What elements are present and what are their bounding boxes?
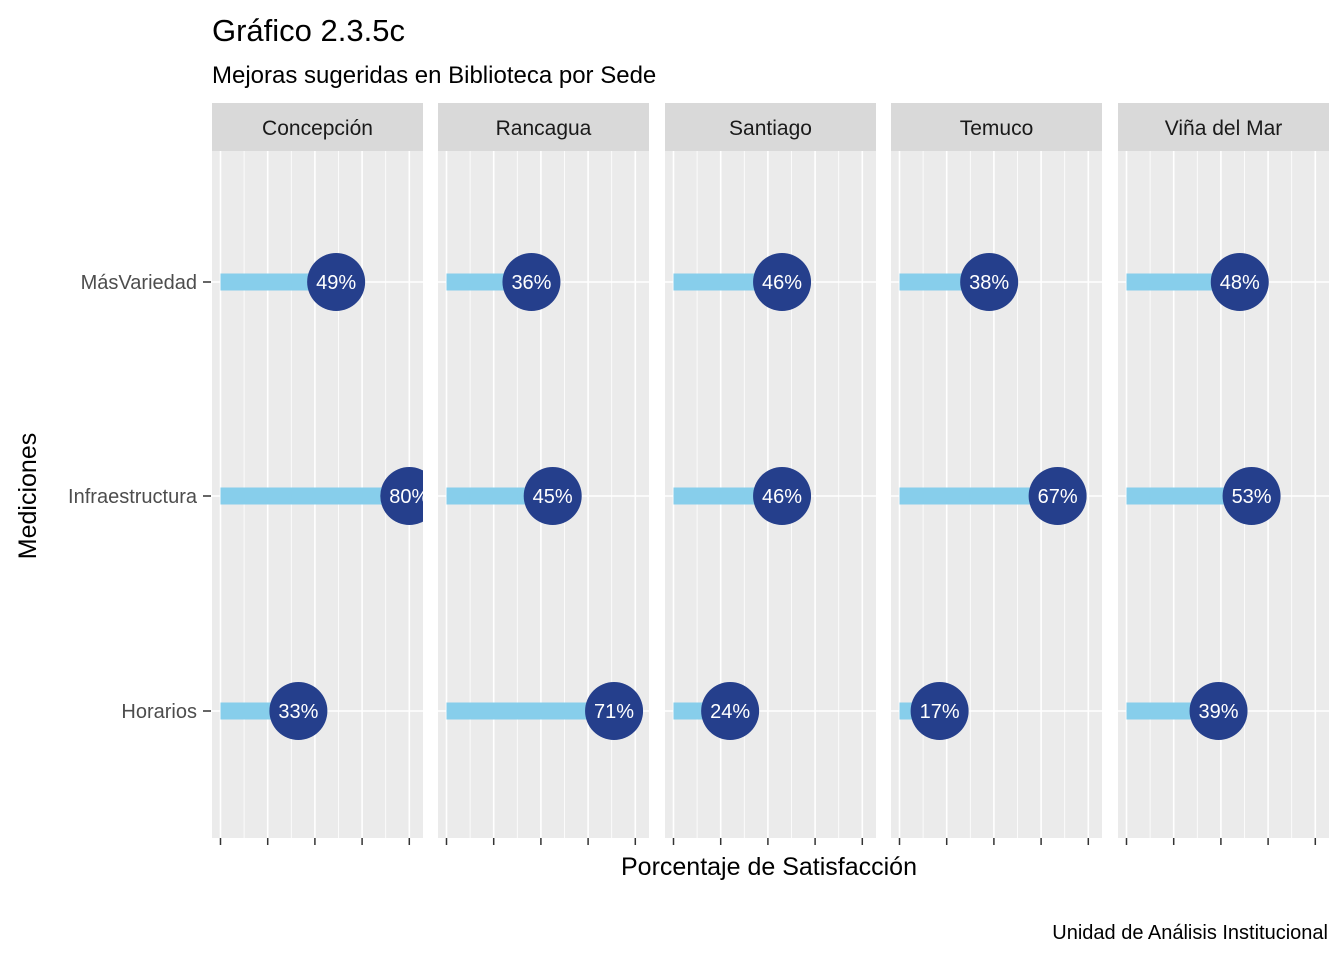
facet-strip	[891, 103, 1102, 151]
facet-strip-label: Concepción	[262, 117, 373, 140]
point	[1222, 467, 1281, 525]
facet-panel: Santiago 46% 46% 24%	[665, 103, 876, 845]
facet-strip-label: Santiago	[729, 117, 812, 140]
data-label: 53%	[1232, 486, 1272, 508]
point	[269, 682, 328, 740]
chart-caption: Unidad de Análisis Institucional	[1052, 922, 1328, 944]
data-label: 45%	[533, 486, 573, 508]
y-axis-tick-labels: MásVariedad Infraestructura Horarios	[68, 272, 211, 723]
data-label: 49%	[316, 272, 356, 294]
data-label: 46%	[762, 486, 802, 508]
chart-subtitle: Mejoras sugeridas en Biblioteca por Sede	[212, 62, 656, 89]
facet-strip-label: Viña del Mar	[1165, 117, 1283, 140]
data-label: 36%	[511, 272, 551, 294]
data-label: 39%	[1199, 701, 1239, 723]
data-label: 33%	[278, 701, 318, 723]
facet-panel: Concepción 49% 80% 33%	[212, 103, 429, 845]
facet-strip	[438, 103, 649, 151]
point	[1189, 682, 1248, 740]
chart-title: Gráfico 2.3.5c	[212, 13, 405, 48]
bar	[220, 273, 337, 291]
data-label: 24%	[710, 701, 750, 723]
point	[753, 253, 812, 311]
facet-strip	[665, 103, 876, 151]
facet-panel: Rancagua 36% 45% 71%	[438, 103, 649, 845]
bar	[446, 702, 615, 720]
facet-panel: Temuco 38% 67% 17%	[891, 103, 1102, 845]
point	[1210, 253, 1269, 311]
point	[910, 682, 969, 740]
data-label: 80%	[389, 486, 429, 508]
facet-strip-label: Temuco	[960, 117, 1034, 140]
point	[585, 682, 644, 740]
x-axis-title: Porcentaje de Satisfacción	[621, 853, 917, 881]
facet-panels: Concepción 49% 80% 33% Rancagua 36% 45% 71% Sant…	[212, 103, 1329, 845]
data-label: 17%	[920, 701, 960, 723]
y-axis-title: Mediciones	[14, 433, 42, 559]
facet-panel: Viña del Mar 48% 53% 39%	[1118, 103, 1329, 845]
data-label: 46%	[762, 272, 802, 294]
bar	[220, 487, 410, 505]
point	[1028, 467, 1087, 525]
point	[380, 467, 423, 525]
point	[960, 253, 1019, 311]
data-label: 48%	[1220, 272, 1260, 294]
point	[753, 467, 812, 525]
point	[502, 253, 561, 311]
point	[307, 253, 366, 311]
point	[523, 467, 582, 525]
y-tick-label: Infraestructura	[68, 486, 198, 508]
point	[701, 682, 760, 740]
y-tick-label: Horarios	[121, 701, 197, 723]
facet-strip	[1118, 103, 1329, 151]
data-label: 71%	[594, 701, 634, 723]
data-label: 38%	[969, 272, 1009, 294]
facet-strip-label: Rancagua	[496, 117, 592, 140]
data-label: 67%	[1038, 486, 1078, 508]
facet-strip	[212, 103, 423, 151]
y-tick-label: MásVariedad	[81, 272, 197, 294]
bar	[899, 487, 1058, 505]
bar	[1126, 487, 1252, 505]
